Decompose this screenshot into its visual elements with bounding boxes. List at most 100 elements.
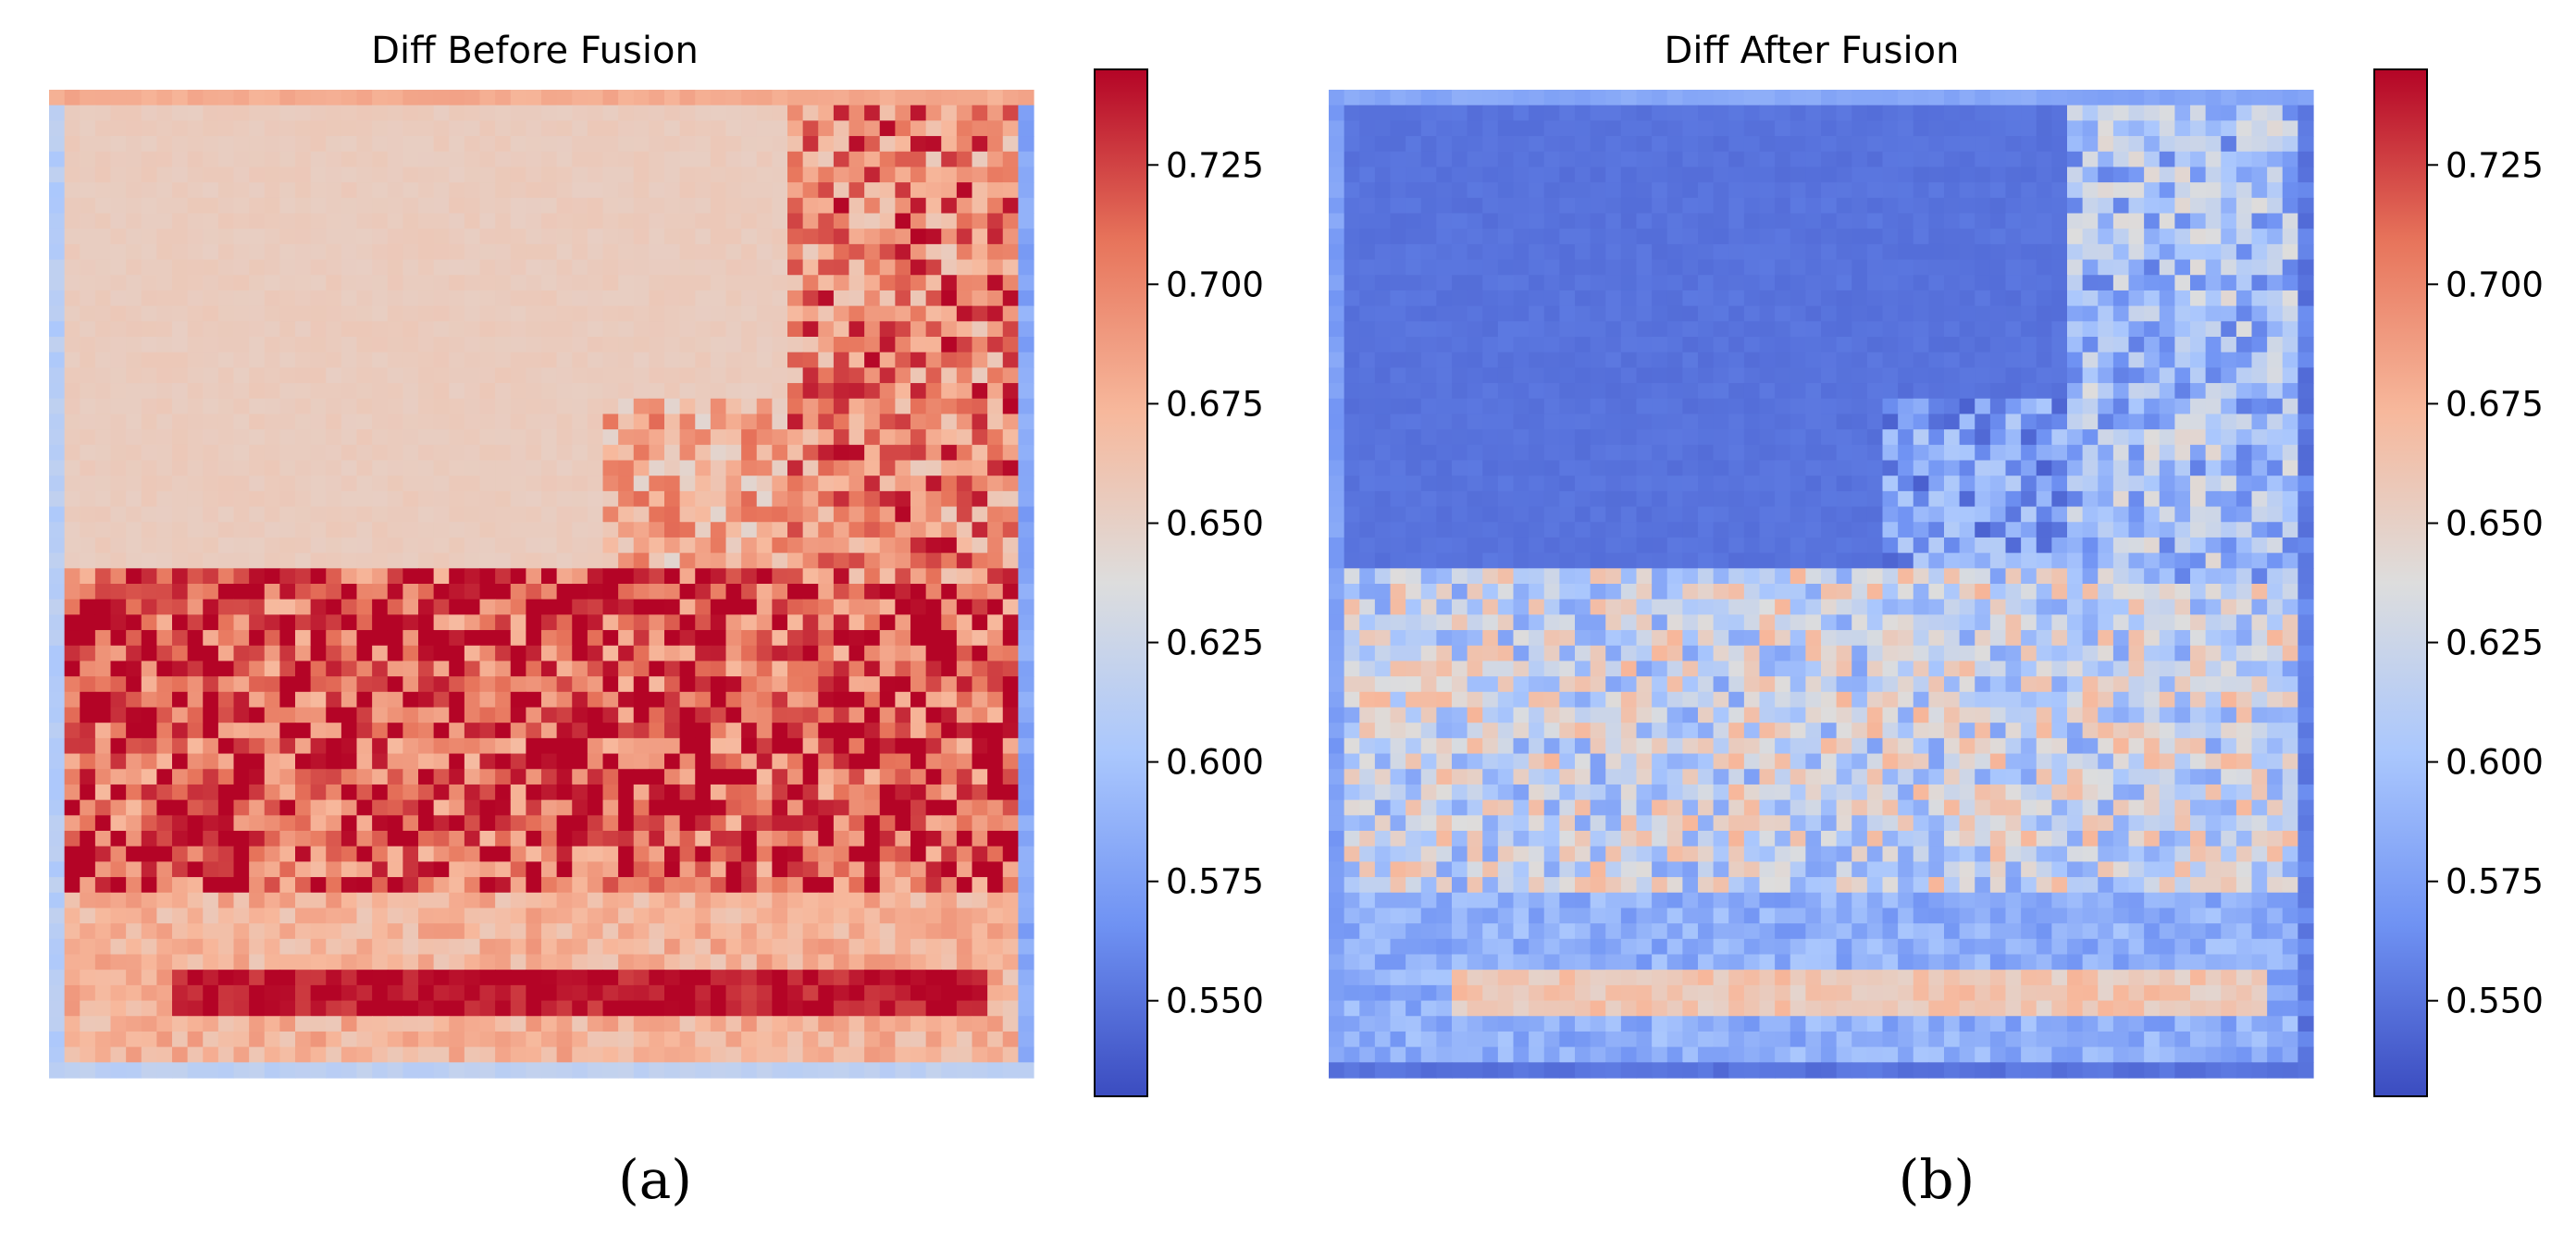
heatmap-cell bbox=[941, 614, 957, 630]
heatmap-cell bbox=[526, 661, 541, 676]
heatmap-cell bbox=[249, 491, 265, 507]
heatmap-cell bbox=[618, 306, 634, 322]
heatmap-cell bbox=[1728, 229, 1744, 244]
heatmap-cell bbox=[834, 152, 849, 167]
heatmap-cell bbox=[1482, 229, 1498, 244]
heatmap-cell bbox=[188, 120, 204, 136]
heatmap-cell bbox=[726, 676, 742, 692]
heatmap-cell bbox=[649, 120, 664, 136]
heatmap-cell bbox=[757, 939, 773, 955]
heatmap-cell bbox=[772, 260, 787, 276]
heatmap-cell bbox=[1529, 105, 1544, 121]
heatmap-cell bbox=[880, 568, 896, 584]
heatmap-cell bbox=[957, 290, 972, 306]
heatmap-cell bbox=[926, 939, 942, 955]
heatmap-cell bbox=[495, 1016, 511, 1032]
heatmap-cell bbox=[2174, 152, 2190, 167]
heatmap-before-fusion bbox=[49, 90, 1034, 1079]
heatmap-cell bbox=[388, 182, 403, 198]
heatmap-cell bbox=[864, 1047, 880, 1063]
heatmap-cell bbox=[218, 955, 234, 970]
heatmap-cell bbox=[972, 1047, 988, 1063]
heatmap-cell bbox=[249, 568, 265, 584]
heatmap-cell bbox=[65, 507, 80, 523]
heatmap-cell bbox=[1375, 152, 1391, 167]
heatmap-cell bbox=[680, 507, 696, 523]
heatmap-cell bbox=[987, 708, 1003, 723]
heatmap-cell bbox=[65, 136, 80, 152]
heatmap-cell bbox=[511, 1047, 526, 1063]
heatmap-cell bbox=[1883, 229, 1899, 244]
heatmap-cell bbox=[618, 754, 634, 770]
heatmap-cell bbox=[895, 769, 910, 785]
heatmap-cell bbox=[664, 414, 680, 429]
heatmap-cell bbox=[1775, 275, 1790, 290]
heatmap-cell bbox=[772, 955, 787, 970]
heatmap-cell bbox=[188, 198, 204, 214]
heatmap-cell bbox=[787, 568, 803, 584]
heatmap-cell bbox=[726, 614, 742, 630]
heatmap-cell bbox=[987, 182, 1003, 198]
heatmap-cell bbox=[2236, 105, 2252, 121]
heatmap-cell bbox=[649, 646, 664, 661]
heatmap-cell bbox=[495, 708, 511, 723]
heatmap-cell bbox=[834, 568, 849, 584]
heatmap-cell bbox=[757, 260, 773, 276]
heatmap-cell bbox=[234, 167, 250, 182]
heatmap-cell bbox=[634, 584, 650, 599]
heatmap-cell bbox=[695, 399, 711, 414]
heatmap-cell bbox=[1637, 152, 1653, 167]
heatmap-cell bbox=[142, 630, 157, 646]
heatmap-cell bbox=[111, 290, 127, 306]
heatmap-cell bbox=[218, 769, 234, 785]
heatmap-cell bbox=[1775, 136, 1790, 152]
heatmap-cell bbox=[895, 136, 910, 152]
heatmap-cell bbox=[2144, 136, 2160, 152]
heatmap-cell bbox=[834, 260, 849, 276]
heatmap-cell bbox=[1018, 692, 1034, 708]
heatmap-cell bbox=[664, 661, 680, 676]
heatmap-cell bbox=[357, 1032, 373, 1047]
heatmap-cell bbox=[834, 383, 849, 399]
heatmap-cell bbox=[772, 367, 787, 383]
heatmap-cell bbox=[741, 661, 757, 676]
heatmap-cell bbox=[1329, 120, 1344, 136]
heatmap-cell bbox=[1837, 244, 1852, 260]
heatmap-cell bbox=[372, 800, 388, 816]
heatmap-cell bbox=[526, 955, 541, 970]
heatmap-cell bbox=[434, 754, 450, 770]
heatmap-cell bbox=[987, 198, 1003, 214]
heatmap-cell bbox=[787, 214, 803, 229]
heatmap-cell bbox=[680, 754, 696, 770]
heatmap-cell bbox=[1990, 229, 2006, 244]
heatmap-cell bbox=[1913, 290, 1929, 306]
heatmap-cell bbox=[249, 244, 265, 260]
heatmap-cell bbox=[741, 90, 757, 105]
heatmap-cell bbox=[588, 538, 603, 553]
heatmap-cell bbox=[279, 1047, 295, 1063]
heatmap-cell bbox=[49, 584, 65, 599]
heatmap-cell bbox=[1591, 120, 1606, 136]
heatmap-cell bbox=[326, 955, 341, 970]
heatmap-cell bbox=[957, 522, 972, 538]
heatmap-cell bbox=[603, 893, 619, 908]
heatmap-cell bbox=[926, 614, 942, 630]
heatmap-cell bbox=[188, 1001, 204, 1017]
heatmap-cell bbox=[1928, 290, 1944, 306]
heatmap-cell bbox=[864, 614, 880, 630]
heatmap-cell bbox=[695, 476, 711, 491]
heatmap-cell bbox=[188, 522, 204, 538]
heatmap-cell bbox=[480, 754, 496, 770]
heatmap-cell bbox=[987, 260, 1003, 276]
heatmap-cell bbox=[910, 152, 926, 167]
heatmap-cell bbox=[172, 461, 188, 476]
heatmap-cell bbox=[449, 198, 464, 214]
heatmap-cell bbox=[480, 507, 496, 523]
heatmap-cell bbox=[711, 908, 726, 923]
heatmap-cell bbox=[203, 769, 218, 785]
heatmap-cell bbox=[757, 1047, 773, 1063]
heatmap-cell bbox=[711, 553, 726, 569]
heatmap-cell bbox=[757, 831, 773, 847]
heatmap-cell bbox=[1698, 120, 1714, 136]
heatmap-cell bbox=[1329, 90, 1344, 105]
